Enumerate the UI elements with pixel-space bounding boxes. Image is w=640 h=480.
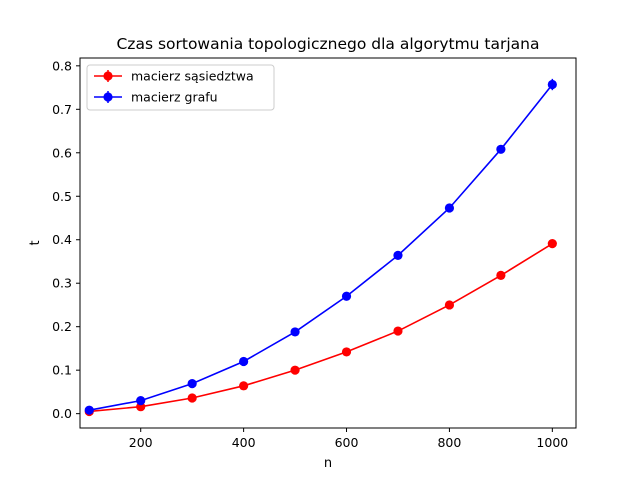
chart-title: Czas sortowania topologicznego dla algor… (116, 35, 539, 53)
legend-entry: macierz grafu (94, 90, 218, 105)
y-tick-label: 0.7 (52, 102, 72, 117)
data-point (239, 381, 249, 391)
plot-background (80, 58, 576, 428)
data-point (444, 203, 455, 213)
x-tick-label: 1000 (536, 435, 568, 450)
data-point (341, 291, 352, 301)
series-line (89, 242, 553, 413)
data-point (136, 396, 146, 406)
data-point (547, 239, 557, 249)
data-point (84, 405, 94, 415)
data-point (444, 300, 455, 310)
data-point (187, 393, 197, 403)
legend: macierz sąsiedztwa macierz grafu (86, 64, 275, 111)
legend-marker (103, 92, 113, 102)
data-point (393, 250, 403, 260)
y-tick-label: 0.2 (52, 319, 72, 334)
legend-entry: macierz sąsiedztwa (94, 69, 254, 84)
y-tick-label: 0.0 (52, 406, 72, 421)
y-tick-label: 0.8 (52, 58, 72, 73)
legend-label: macierz grafu (131, 90, 218, 105)
y-tick-label: 0.6 (52, 145, 72, 160)
x-axis-ticks: 200 400 600 800 1000 (129, 428, 568, 450)
x-tick-label: 600 (335, 435, 359, 450)
y-axis-label: t (28, 240, 43, 245)
series-2 (84, 78, 557, 415)
y-tick-label: 0.1 (52, 363, 72, 378)
y-tick-label: 0.4 (52, 232, 72, 247)
data-point (239, 356, 249, 367)
y-tick-label: 0.5 (52, 189, 72, 204)
data-point (187, 379, 197, 389)
data-point (496, 270, 506, 280)
series-layer (84, 78, 557, 417)
data-point (341, 347, 352, 357)
data-point (393, 326, 403, 336)
data-point (547, 79, 557, 90)
x-tick-label: 200 (129, 435, 153, 450)
x-tick-label: 800 (437, 435, 461, 450)
plot-frame (79, 57, 577, 429)
x-tick-label: 400 (232, 435, 256, 450)
plot-area (80, 58, 576, 428)
series-line (89, 84, 553, 411)
data-point (290, 365, 300, 375)
y-axis-ticks: 0.0 0.1 0.2 0.3 0.4 0.5 0.6 0.7 0.8 (52, 58, 80, 421)
y-tick-label: 0.3 (52, 276, 72, 291)
data-point (290, 327, 300, 337)
legend-marker (103, 71, 113, 81)
data-point (496, 144, 506, 154)
x-axis-label: n (324, 456, 332, 471)
legend-box (86, 64, 275, 111)
legend-label: macierz sąsiedztwa (131, 69, 254, 84)
